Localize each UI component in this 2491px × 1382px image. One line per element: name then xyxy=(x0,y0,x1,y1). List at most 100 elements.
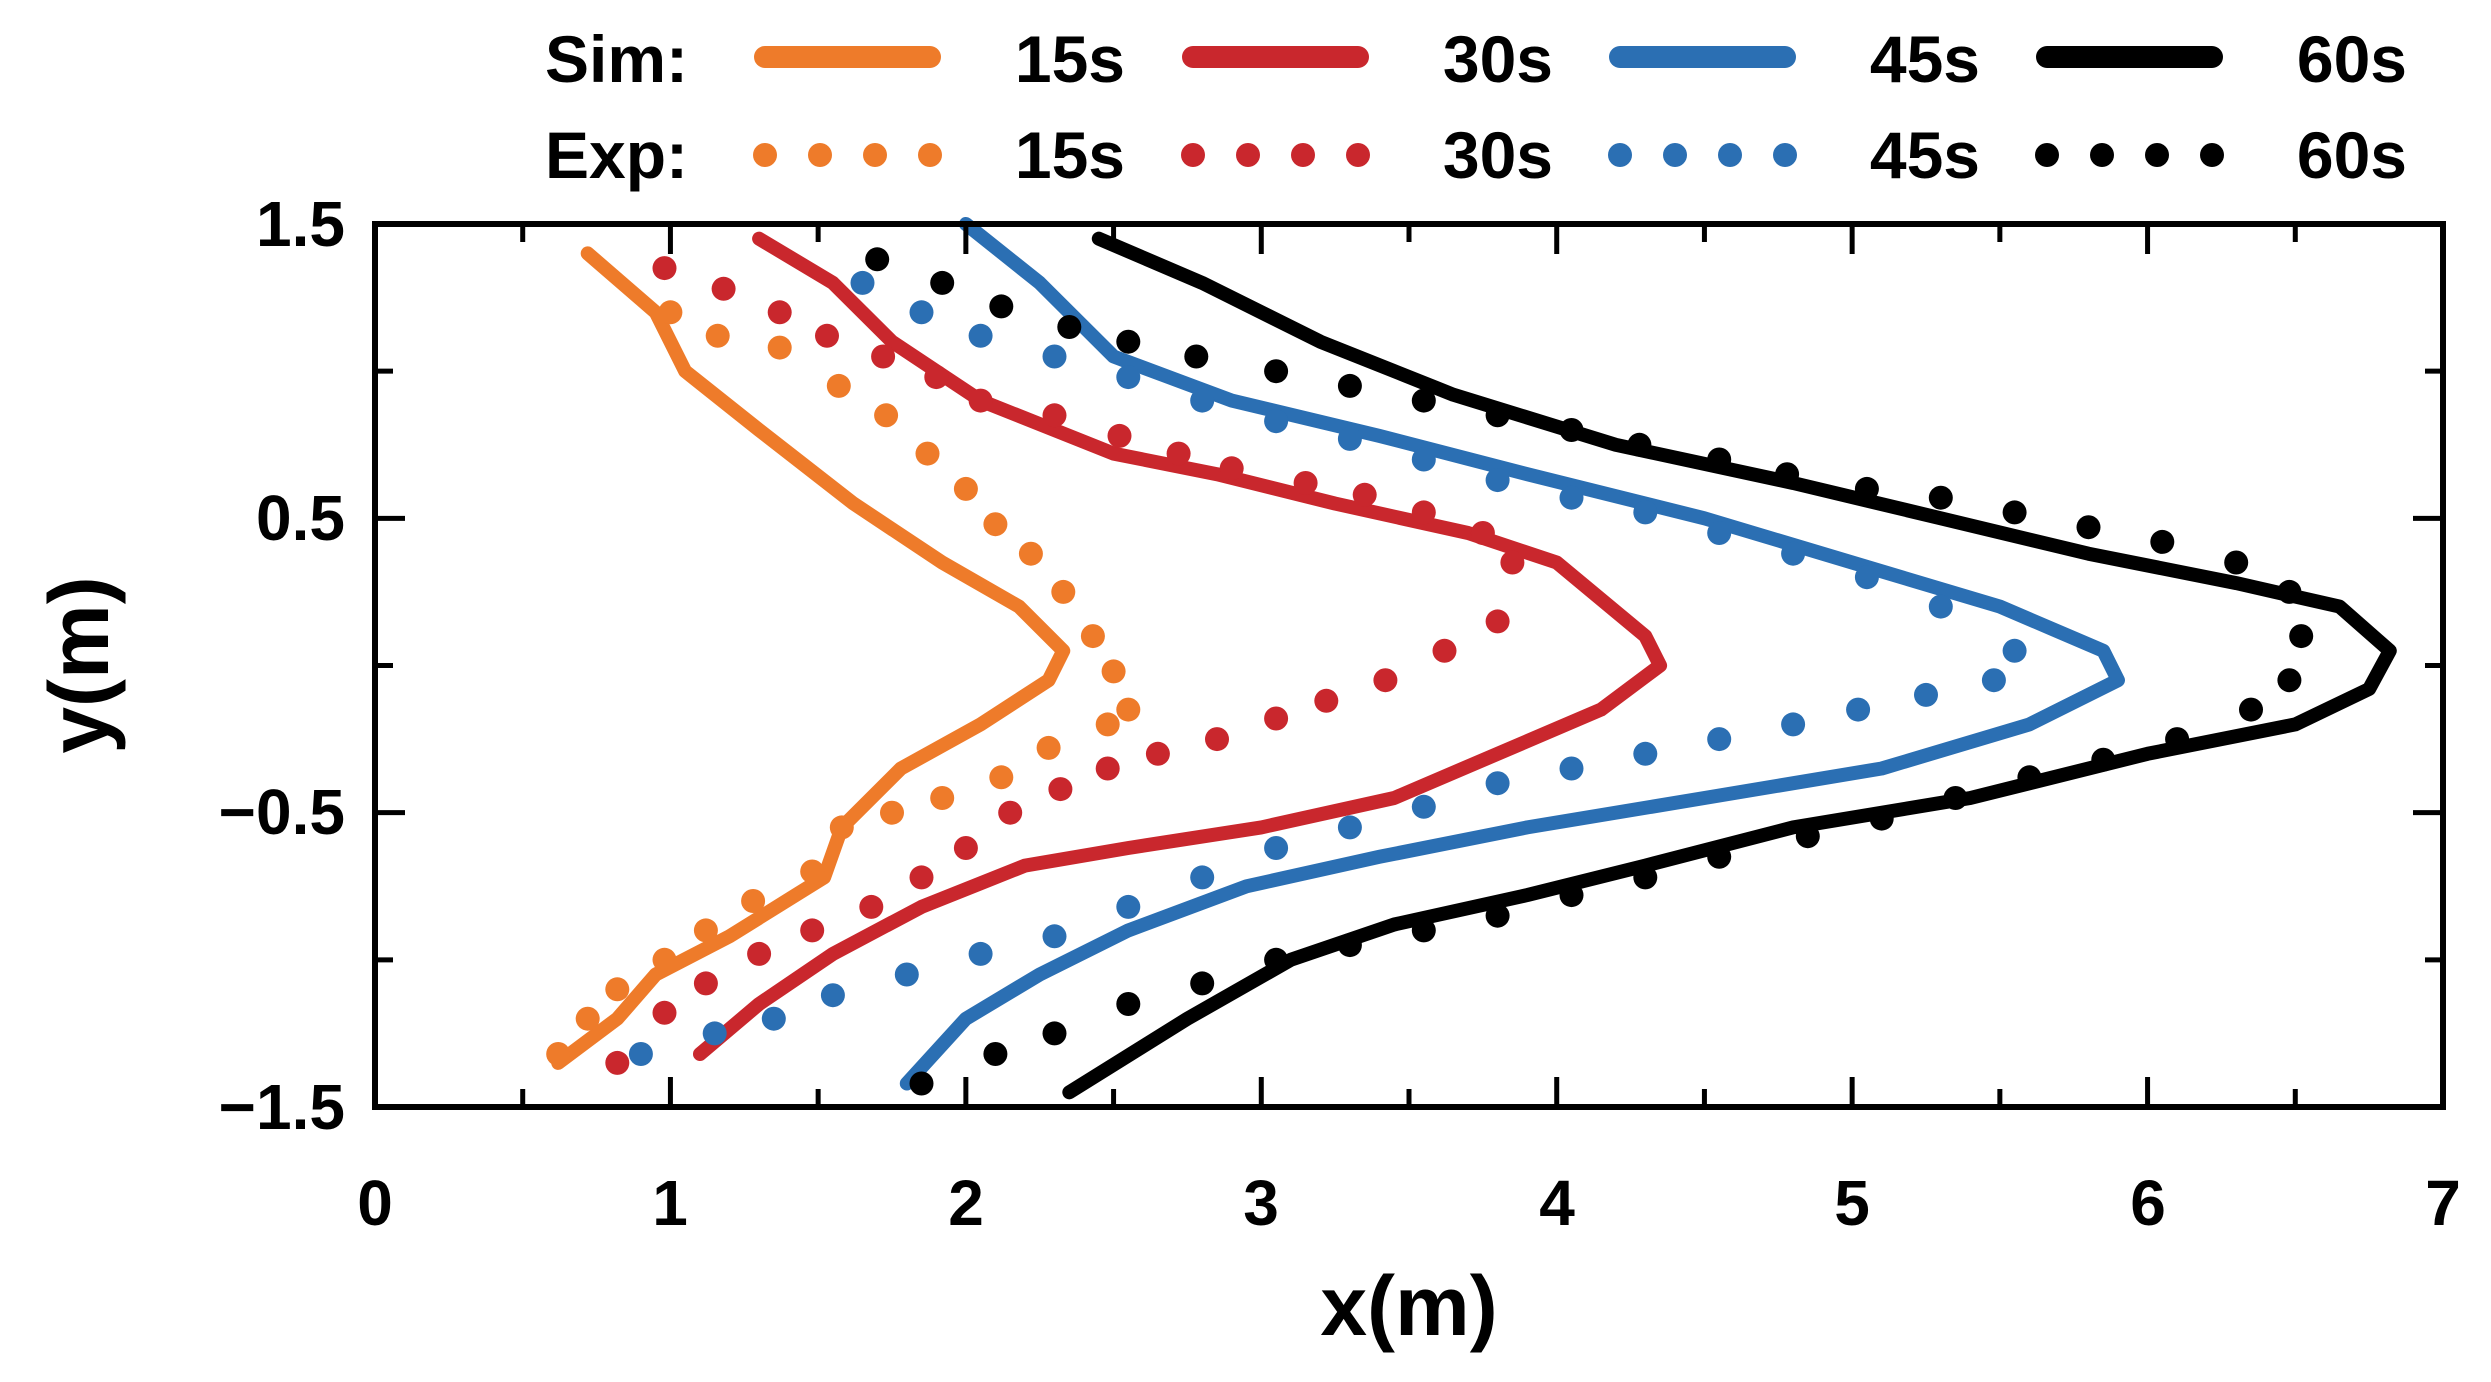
series-point-exp-30s-29 xyxy=(800,918,825,943)
series-point-exp-15s-19 xyxy=(800,859,825,884)
series-point-exp-60s-0 xyxy=(865,247,890,272)
series-point-exp-60s-21 xyxy=(2289,624,2314,649)
series-point-exp-60s-15 xyxy=(1928,485,1953,510)
y-tick-label-0.5: 0.5 xyxy=(256,482,345,554)
series-point-exp-15s-7 xyxy=(983,512,1008,537)
series-point-exp-60s-11 xyxy=(1627,432,1652,457)
series-point-exp-45s-0 xyxy=(850,270,875,295)
series-point-exp-30s-6 xyxy=(968,388,993,413)
series-point-exp-15s-21 xyxy=(693,918,718,943)
series-point-exp-45s-17 xyxy=(1981,668,2006,693)
x-axis-label: x(m) xyxy=(1320,1259,1497,1353)
series-point-exp-45s-10 xyxy=(1559,485,1584,510)
x-tick-label-3: 3 xyxy=(1243,1167,1279,1239)
series-point-exp-15s-5 xyxy=(915,441,940,466)
series-point-exp-60s-5 xyxy=(1184,344,1209,369)
series-point-exp-60s-38 xyxy=(1116,992,1141,1016)
series-point-exp-45s-22 xyxy=(1633,741,1658,766)
series-point-exp-45s-5 xyxy=(1190,388,1215,413)
x-tick-label-1: 1 xyxy=(652,1167,688,1239)
series-point-exp-45s-4 xyxy=(1116,365,1141,390)
legend-sample-dot-exp-30s-0 xyxy=(1181,143,1205,167)
legend-label-exp-45s: 45s xyxy=(1870,118,1980,192)
x-tick-label-2: 2 xyxy=(948,1167,984,1239)
series-point-exp-60s-4 xyxy=(1116,329,1141,354)
series-point-exp-60s-12 xyxy=(1707,447,1732,472)
legend-label-sim-45s: 45s xyxy=(1870,22,1980,96)
series-point-exp-30s-3 xyxy=(815,323,839,348)
x-tick-label-0: 0 xyxy=(357,1167,393,1239)
series-point-exp-45s-24 xyxy=(1485,771,1510,796)
series-point-exp-60s-1 xyxy=(930,270,955,295)
legend-sample-dot-exp-60s-2 xyxy=(2145,143,2169,167)
series-point-exp-45s-1 xyxy=(909,300,934,325)
series-point-exp-30s-22 xyxy=(1145,741,1170,766)
legend-sample-dot-exp-15s-0 xyxy=(753,143,777,167)
series-point-exp-45s-19 xyxy=(1846,697,1871,722)
series-point-exp-60s-14 xyxy=(1854,476,1879,501)
y-axis-label: y(m) xyxy=(32,576,126,753)
series-point-exp-45s-32 xyxy=(894,962,919,987)
series-point-exp-15s-11 xyxy=(1101,659,1126,684)
series-dots-exp-15s xyxy=(546,300,1141,1066)
series-point-exp-45s-16 xyxy=(2002,638,2027,663)
series-point-exp-60s-22 xyxy=(2277,668,2302,693)
legend-sample-dot-exp-45s-3 xyxy=(1773,143,1797,167)
plot-frame xyxy=(372,221,2446,1110)
series-point-exp-45s-29 xyxy=(1116,894,1141,919)
series-point-exp-15s-24 xyxy=(575,1006,600,1031)
series-point-exp-30s-27 xyxy=(909,865,934,890)
series-point-exp-45s-14 xyxy=(1854,565,1879,590)
legend-label-sim-15s: 15s xyxy=(1015,22,1125,96)
legend: Sim: Exp: 15s 30s 45s 60s 15s 30s 45s 60… xyxy=(545,22,2407,192)
series-point-exp-60s-28 xyxy=(1869,806,1894,831)
series-point-exp-30s-21 xyxy=(1205,727,1229,752)
series-point-exp-45s-8 xyxy=(1411,447,1436,472)
legend-sample-dot-exp-45s-2 xyxy=(1718,143,1742,167)
series-line-sim-30s xyxy=(693,231,1668,1061)
series-point-exp-30s-19 xyxy=(1314,688,1339,713)
series-point-exp-15s-3 xyxy=(826,373,851,398)
series-point-exp-30s-2 xyxy=(767,300,792,325)
series-point-exp-15s-4 xyxy=(874,403,899,428)
legend-sample-dot-exp-60s-1 xyxy=(2090,143,2114,167)
series-point-exp-45s-28 xyxy=(1190,865,1215,890)
legend-sample-dot-exp-45s-0 xyxy=(1608,143,1632,167)
series-point-exp-45s-7 xyxy=(1337,426,1362,451)
series-point-exp-60s-40 xyxy=(983,1042,1008,1066)
series-point-exp-45s-34 xyxy=(761,1006,786,1031)
series-point-exp-30s-11 xyxy=(1293,471,1318,495)
x-tick-label-7: 7 xyxy=(2425,1167,2461,1239)
y-tick-label-neg-0.5: −0.5 xyxy=(219,776,345,848)
legend-label-sim-30s: 30s xyxy=(1443,22,1553,96)
series-point-exp-60s-34 xyxy=(1411,918,1436,943)
series-point-exp-15s-16 xyxy=(930,786,955,810)
series-point-exp-60s-10 xyxy=(1559,418,1584,442)
series-point-exp-45s-13 xyxy=(1781,541,1806,566)
series-line-sim-45s xyxy=(899,217,2125,1091)
series-point-exp-30s-20 xyxy=(1264,706,1289,731)
series-layer xyxy=(546,217,2397,1100)
series-point-exp-30s-18 xyxy=(1373,668,1398,693)
series-point-exp-30s-28 xyxy=(859,894,884,919)
plot-area xyxy=(372,217,2446,1110)
legend-sample-dot-exp-15s-1 xyxy=(808,143,832,167)
series-point-exp-45s-9 xyxy=(1485,468,1510,493)
series-point-exp-30s-16 xyxy=(1485,609,1510,634)
series-point-exp-60s-24 xyxy=(2165,727,2190,752)
series-point-exp-15s-15 xyxy=(989,765,1014,790)
series-point-exp-60s-35 xyxy=(1337,933,1362,958)
x-tick-labels: 0 1 2 3 4 5 6 7 xyxy=(357,1167,2461,1239)
series-point-exp-60s-33 xyxy=(1485,903,1510,928)
series-point-exp-45s-12 xyxy=(1707,521,1732,545)
legend-label-sim-60s: 60s xyxy=(2297,22,2407,96)
series-point-exp-45s-33 xyxy=(820,983,845,1008)
series-line-sim-15s xyxy=(551,246,1071,1070)
series-line-sim-60s xyxy=(1062,231,2397,1100)
series-point-exp-60s-31 xyxy=(1633,865,1658,890)
series-point-exp-45s-25 xyxy=(1411,794,1436,819)
legend-row-label-sim: Sim: xyxy=(545,22,688,96)
series-point-exp-15s-22 xyxy=(652,947,677,972)
series-point-exp-45s-36 xyxy=(628,1042,653,1066)
